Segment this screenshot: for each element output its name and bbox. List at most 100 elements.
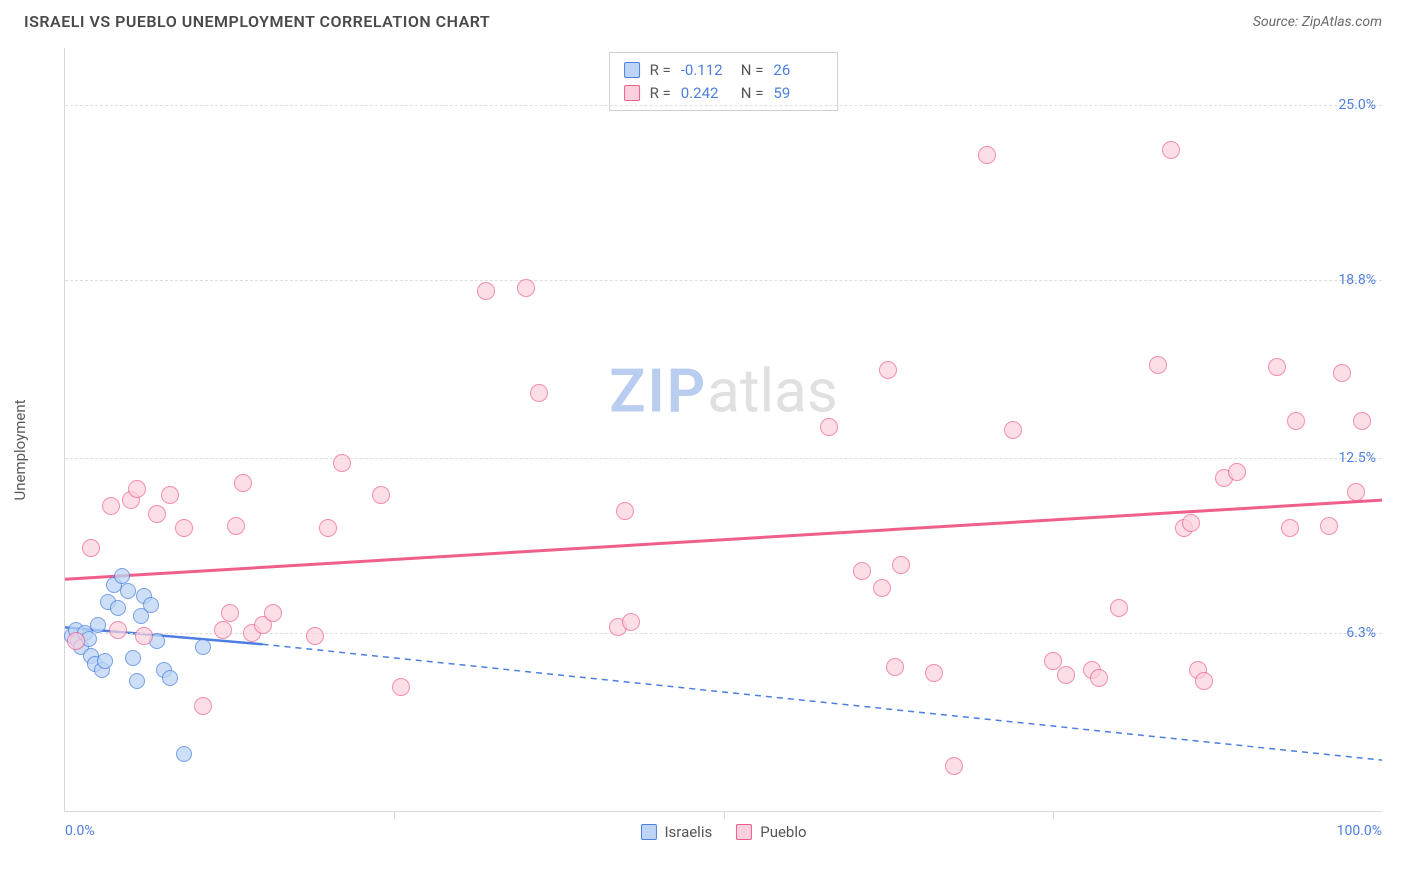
trendline-pueblo	[65, 500, 1382, 579]
x-tick	[724, 811, 725, 819]
n-label: N =	[741, 59, 764, 82]
data-point-pueblo[interactable]	[1268, 358, 1286, 376]
trendline-israelis-extrapolated	[263, 644, 1382, 760]
data-point-pueblo[interactable]	[148, 505, 166, 523]
data-point-pueblo[interactable]	[1347, 483, 1365, 501]
data-point-israelis[interactable]	[90, 617, 106, 633]
data-point-israelis[interactable]	[125, 650, 141, 666]
legend-swatch-pueblo	[736, 824, 752, 840]
data-point-pueblo[interactable]	[194, 697, 212, 715]
data-point-pueblo[interactable]	[392, 678, 410, 696]
data-point-pueblo[interactable]	[109, 621, 127, 639]
data-point-pueblo[interactable]	[1057, 666, 1075, 684]
data-point-pueblo[interactable]	[853, 562, 871, 580]
x-min-label: 0.0%	[65, 823, 95, 839]
source-credit: Source: ZipAtlas.com	[1253, 14, 1382, 30]
legend-swatch-israelis	[640, 824, 656, 840]
watermark: ZIPatlas	[609, 356, 838, 427]
data-point-pueblo[interactable]	[1110, 599, 1128, 617]
data-point-pueblo[interactable]	[1333, 364, 1351, 382]
data-point-israelis[interactable]	[133, 608, 149, 624]
r-value: -0.112	[681, 59, 731, 82]
watermark-atlas: atlas	[707, 356, 837, 427]
chart-area: Unemployment ZIPatlas R =-0.112N =26R =0…	[24, 48, 1382, 852]
data-point-pueblo[interactable]	[161, 486, 179, 504]
data-point-pueblo[interactable]	[372, 486, 390, 504]
data-point-pueblo[interactable]	[221, 604, 239, 622]
data-point-pueblo[interactable]	[1287, 412, 1305, 430]
data-point-pueblo[interactable]	[1004, 421, 1022, 439]
data-point-pueblo[interactable]	[1281, 519, 1299, 537]
data-point-pueblo[interactable]	[820, 418, 838, 436]
data-point-pueblo[interactable]	[873, 579, 891, 597]
data-point-israelis[interactable]	[129, 673, 145, 689]
data-point-pueblo[interactable]	[1353, 412, 1371, 430]
watermark-zip: ZIP	[609, 356, 707, 427]
swatch-pueblo	[624, 85, 640, 101]
data-point-pueblo[interactable]	[214, 621, 232, 639]
plot-region: ZIPatlas R =-0.112N =26R =0.242N =59 0.0…	[64, 48, 1382, 812]
data-point-pueblo[interactable]	[102, 497, 120, 515]
data-point-pueblo[interactable]	[135, 627, 153, 645]
x-max-label: 100.0%	[1337, 823, 1382, 839]
legend-item-pueblo[interactable]: Pueblo	[736, 823, 806, 841]
data-point-pueblo[interactable]	[227, 517, 245, 535]
data-point-pueblo[interactable]	[1320, 517, 1338, 535]
data-point-pueblo[interactable]	[477, 282, 495, 300]
data-point-israelis[interactable]	[195, 639, 211, 655]
data-point-pueblo[interactable]	[622, 613, 640, 631]
data-point-pueblo[interactable]	[82, 539, 100, 557]
x-tick	[394, 811, 395, 819]
stats-row-israelis: R =-0.112N =26	[624, 59, 824, 82]
y-tick-label: 6.3%	[1346, 625, 1376, 641]
legend-label: Pueblo	[760, 823, 806, 841]
x-tick	[1053, 811, 1054, 819]
data-point-pueblo[interactable]	[1162, 141, 1180, 159]
data-point-pueblo[interactable]	[879, 361, 897, 379]
data-point-israelis[interactable]	[176, 746, 192, 762]
y-tick-label: 25.0%	[1338, 97, 1376, 113]
stats-row-pueblo: R = 0.242 N = 59	[624, 82, 824, 105]
data-point-pueblo[interactable]	[945, 757, 963, 775]
data-point-pueblo[interactable]	[925, 664, 943, 682]
data-point-israelis[interactable]	[110, 600, 126, 616]
r-value: 0.242	[681, 82, 731, 105]
data-point-israelis[interactable]	[97, 653, 113, 669]
data-point-pueblo[interactable]	[1149, 356, 1167, 374]
data-point-pueblo[interactable]	[128, 480, 146, 498]
y-tick-label: 18.8%	[1338, 272, 1376, 288]
chart-title: ISRAELI VS PUEBLO UNEMPLOYMENT CORRELATI…	[24, 12, 490, 31]
data-point-pueblo[interactable]	[264, 604, 282, 622]
data-point-pueblo[interactable]	[175, 519, 193, 537]
gridline	[65, 280, 1382, 281]
data-point-pueblo[interactable]	[67, 632, 85, 650]
data-point-pueblo[interactable]	[1090, 669, 1108, 687]
r-label: R =	[650, 82, 671, 105]
data-point-israelis[interactable]	[162, 670, 178, 686]
data-point-pueblo[interactable]	[517, 279, 535, 297]
stats-legend-box: R = -0.112 N = 26R = 0.242 N = 59	[609, 52, 839, 111]
data-point-pueblo[interactable]	[892, 556, 910, 574]
data-point-pueblo[interactable]	[306, 627, 324, 645]
data-point-pueblo[interactable]	[234, 474, 252, 492]
data-point-israelis[interactable]	[120, 583, 136, 599]
gridline	[65, 105, 1382, 106]
legend-item-israelis[interactable]: Israelis	[640, 823, 712, 841]
y-tick-label: 12.5%	[1338, 450, 1376, 466]
data-point-pueblo[interactable]	[333, 454, 351, 472]
n-label: N =	[741, 82, 764, 105]
data-point-pueblo[interactable]	[886, 658, 904, 676]
data-point-pueblo[interactable]	[1228, 463, 1246, 481]
data-point-pueblo[interactable]	[978, 146, 996, 164]
data-point-pueblo[interactable]	[1182, 514, 1200, 532]
y-axis-label: Unemployment	[11, 399, 29, 500]
trendlines-svg	[65, 48, 1382, 811]
n-value: 59	[773, 82, 823, 105]
data-point-pueblo[interactable]	[319, 519, 337, 537]
legend-label: Israelis	[664, 823, 712, 841]
swatch-israelis	[624, 62, 640, 78]
data-point-pueblo[interactable]	[1195, 672, 1213, 690]
data-point-pueblo[interactable]	[530, 384, 548, 402]
n-value: 26	[773, 59, 823, 82]
data-point-pueblo[interactable]	[616, 502, 634, 520]
